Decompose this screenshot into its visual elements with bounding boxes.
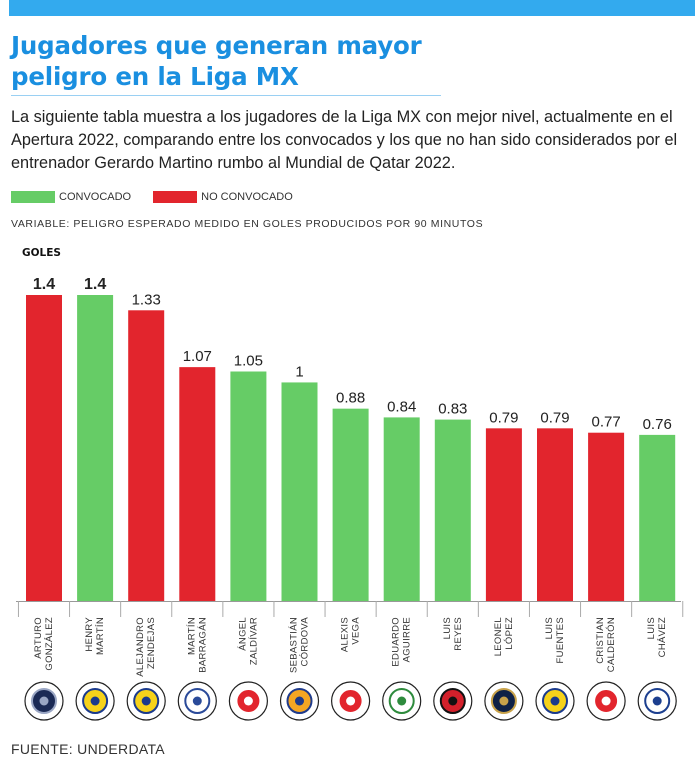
chart-legend: CONVOCADO NO CONVOCADO	[11, 190, 315, 204]
player-name-group: ÁNGEL ZALDÍVAR	[237, 617, 259, 665]
page-title: Jugadores que generan mayor peligro en l…	[11, 31, 422, 91]
player-name-line2: FUENTES	[555, 617, 566, 663]
player-name-line2: MARTÍN	[95, 617, 106, 655]
title-divider	[11, 95, 441, 96]
bar	[26, 295, 62, 601]
legend-item-convocado: CONVOCADO	[11, 191, 131, 203]
club-crest-center	[39, 696, 49, 706]
legend-swatch-no-convocado	[153, 191, 198, 203]
player-name-group: CRISTIAN CALDERÓN	[595, 617, 617, 672]
player-name-line1: HENRY	[84, 617, 95, 652]
legend-label-no-convocado: NO CONVOCADO	[201, 191, 293, 203]
y-axis-label: GOLES	[22, 247, 61, 259]
bar	[537, 428, 573, 601]
bar-value-label: 0.83	[438, 401, 467, 418]
club-crest-center	[90, 696, 100, 706]
player-name-group: HENRY MARTÍN	[84, 617, 106, 655]
bar-value-label: 0.79	[540, 409, 569, 426]
player-name-line1: MARTÍN	[186, 617, 197, 655]
player-name-group: ALEXIS VEGA	[340, 617, 362, 652]
club-crest-center	[652, 696, 662, 706]
player-name-line2: LÓPEZ	[504, 617, 515, 650]
player-name-line1: ÁNGEL	[237, 617, 248, 651]
player-name-line1: ALEXIS	[340, 617, 351, 652]
player-name-line1: CRISTIAN	[595, 617, 606, 664]
player-name-line2: REYES	[453, 617, 464, 651]
player-name-group: LUIS FUENTES	[544, 617, 566, 663]
bar	[332, 408, 369, 601]
player-name-line1: LEONEL	[493, 617, 504, 656]
bar	[77, 295, 114, 601]
club-crest-center	[448, 696, 458, 706]
player-name-line2: GONZÁLEZ	[44, 617, 55, 671]
player-name-line1: ALEJANDRO	[135, 617, 146, 677]
bar	[639, 434, 676, 601]
player-name-group: MARTÍN BARRAGÁN	[186, 617, 208, 673]
club-crest-center	[499, 696, 509, 706]
player-name-line1: EDUARDO	[391, 617, 402, 667]
club-crest-center	[397, 696, 407, 706]
bar	[588, 432, 625, 601]
club-crest-center	[192, 696, 202, 706]
player-name-line1: ARTURO	[33, 617, 44, 659]
player-name-group: ALEJANDRO ZENDEJAS	[135, 617, 157, 677]
bar	[281, 382, 318, 601]
bar-value-label: 0.88	[336, 390, 365, 407]
club-crest-center	[141, 696, 151, 706]
player-name-group: LUIS REYES	[442, 617, 464, 651]
legend-item-no-convocado: NO CONVOCADO	[153, 191, 293, 203]
player-name-line2: VEGA	[351, 617, 362, 645]
player-name-group: LUIS CHÁVEZ	[646, 617, 668, 657]
player-name-line1: SEBASTIÁN	[289, 617, 300, 673]
bar-value-label: 0.79	[489, 409, 518, 426]
variable-note: VARIABLE: PELIGRO ESPERADO MEDIDO EN GOL…	[11, 218, 484, 230]
bar-value-label: 1.05	[234, 353, 263, 370]
player-name-line1: LUIS	[646, 617, 657, 639]
bar	[128, 310, 165, 601]
club-crest-center	[601, 696, 611, 706]
player-name-group: SEBASTIÁN CÓRDOVA	[289, 617, 311, 673]
page-subtitle: La siguiente tabla muestra a los jugador…	[11, 108, 678, 172]
bar-value-label: 1	[295, 363, 303, 380]
bar-value-label: 0.76	[643, 416, 672, 433]
player-name-line2: ZALDÍVAR	[248, 617, 259, 665]
bar	[485, 428, 522, 601]
club-crest-center	[550, 696, 560, 706]
club-crest-center	[295, 696, 304, 706]
club-crest-center	[243, 696, 253, 706]
player-name-line2: ZENDEJAS	[146, 617, 157, 669]
player-name-line2: CHÁVEZ	[657, 617, 668, 657]
bar-value-label: 1.33	[132, 291, 161, 308]
top-accent-bar	[9, 0, 695, 16]
player-name-line2: CÓRDOVA	[300, 617, 311, 667]
player-name-line2: CALDERÓN	[606, 617, 617, 672]
legend-label-convocado: CONVOCADO	[59, 191, 132, 203]
source-note: FUENTE: UNDERDATA	[11, 741, 165, 757]
player-name-line1: LUIS	[442, 617, 453, 639]
player-name-group: ARTURO GONZÁLEZ	[33, 617, 55, 671]
player-name-line1: LUIS	[544, 617, 555, 639]
bar-value-label: 0.77	[591, 414, 620, 431]
player-name-group: EDUARDO AGUIRRE	[391, 617, 413, 667]
player-name-group: LEONEL LÓPEZ	[493, 617, 515, 656]
player-name-line2: AGUIRRE	[402, 617, 413, 662]
bar	[383, 417, 420, 601]
bar	[230, 371, 267, 601]
bar-value-label: 0.84	[387, 398, 416, 415]
player-name-line2: BARRAGÁN	[197, 617, 208, 673]
club-crest-center	[346, 696, 356, 706]
bar-value-label: 1.07	[183, 348, 212, 365]
bar	[179, 367, 216, 601]
legend-swatch-convocado	[11, 191, 55, 203]
bar-value-label: 1.4	[33, 276, 55, 293]
bar-value-label: 1.4	[84, 276, 106, 293]
bar	[434, 419, 471, 601]
